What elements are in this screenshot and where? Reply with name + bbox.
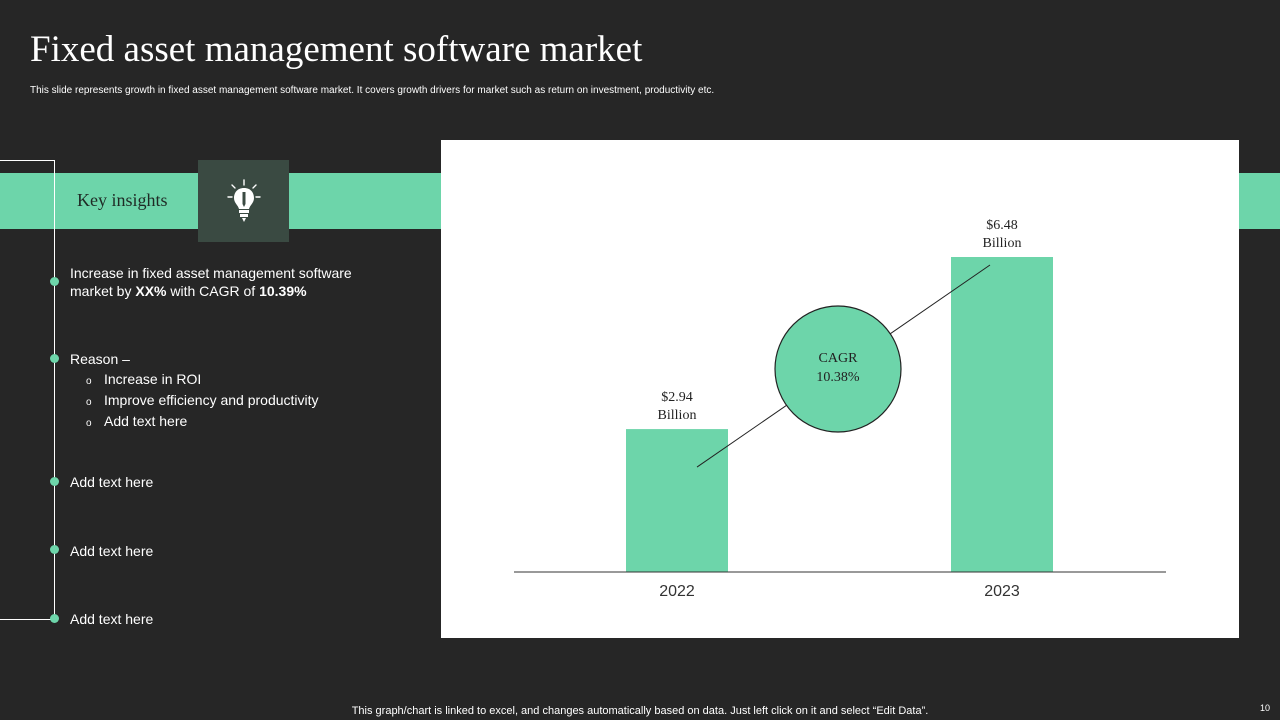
bar-2022 xyxy=(626,429,728,572)
insight-text: with CAGR of xyxy=(166,283,260,299)
page-subtitle: This slide represents growth in fixed as… xyxy=(30,85,715,96)
x-tick-label: 2022 xyxy=(659,583,695,600)
page-title: Fixed asset management software market xyxy=(30,29,643,70)
bullet-icon: o xyxy=(86,418,92,429)
timeline-dot xyxy=(50,354,59,363)
key-insights-heading: Key insights xyxy=(77,190,168,210)
reason-item: o Improve efficiency and productivity xyxy=(86,391,319,412)
reason-item-text: Improve efficiency and productivity xyxy=(104,392,319,408)
reason-item: o Increase in ROI xyxy=(86,370,319,391)
insight-placeholder: Add text here xyxy=(70,611,154,627)
data-label-2023: $6.48 xyxy=(986,218,1018,233)
timeline-dot xyxy=(50,477,59,486)
insight-growth: Increase in fixed asset management softw… xyxy=(70,264,352,300)
reason-item-text: Add text here xyxy=(104,413,188,429)
timeline-dot xyxy=(50,614,59,623)
reason-label: Reason – xyxy=(70,351,130,367)
insight-icon-box xyxy=(198,160,289,242)
lightbulb-pencil-icon xyxy=(226,179,261,222)
cagr-label: CAGR xyxy=(819,351,859,366)
reason-item-text: Increase in ROI xyxy=(104,371,202,387)
bullet-icon: o xyxy=(86,376,92,387)
insight-growth-line2: market by XX% with CAGR of 10.39% xyxy=(70,282,352,300)
timeline-dot xyxy=(50,545,59,554)
reason-list: o Increase in ROI o Improve efficiency and… xyxy=(86,370,319,433)
data-label-2022: $2.94 xyxy=(661,390,693,405)
bar-2023 xyxy=(951,257,1053,572)
insight-text: market by xyxy=(70,283,136,299)
chart-panel[interactable]: $2.94 Billion 2022 $6.48 Billion 2023 CAGR 10.3… xyxy=(441,140,1239,638)
insight-value-cagr: 10.39% xyxy=(259,283,307,299)
footer-note: This graph/chart is linked to excel, and… xyxy=(351,705,929,717)
bullet-icon: o xyxy=(86,397,92,408)
frame-line-bottom xyxy=(0,619,55,620)
insight-placeholder: Add text here xyxy=(70,474,154,490)
page-number: 10 xyxy=(1259,703,1270,713)
timeline-line xyxy=(54,160,55,620)
insight-value-xx: XX% xyxy=(135,283,167,299)
reason-item: o Add text here xyxy=(86,412,319,433)
data-label-2023: Billion xyxy=(983,236,1022,251)
frame-line-top xyxy=(0,160,55,161)
x-tick-label: 2023 xyxy=(984,583,1020,600)
cagr-value: 10.38% xyxy=(816,370,860,385)
timeline-dot xyxy=(50,277,59,286)
insight-placeholder: Add text here xyxy=(70,543,154,559)
cagr-circle xyxy=(774,305,902,433)
insight-growth-line1: Increase in fixed asset management softw… xyxy=(70,265,352,281)
bar-chart: $2.94 Billion 2022 $6.48 Billion 2023 CAGR 10.3… xyxy=(514,218,1166,600)
data-label-2022: Billion xyxy=(658,408,697,423)
